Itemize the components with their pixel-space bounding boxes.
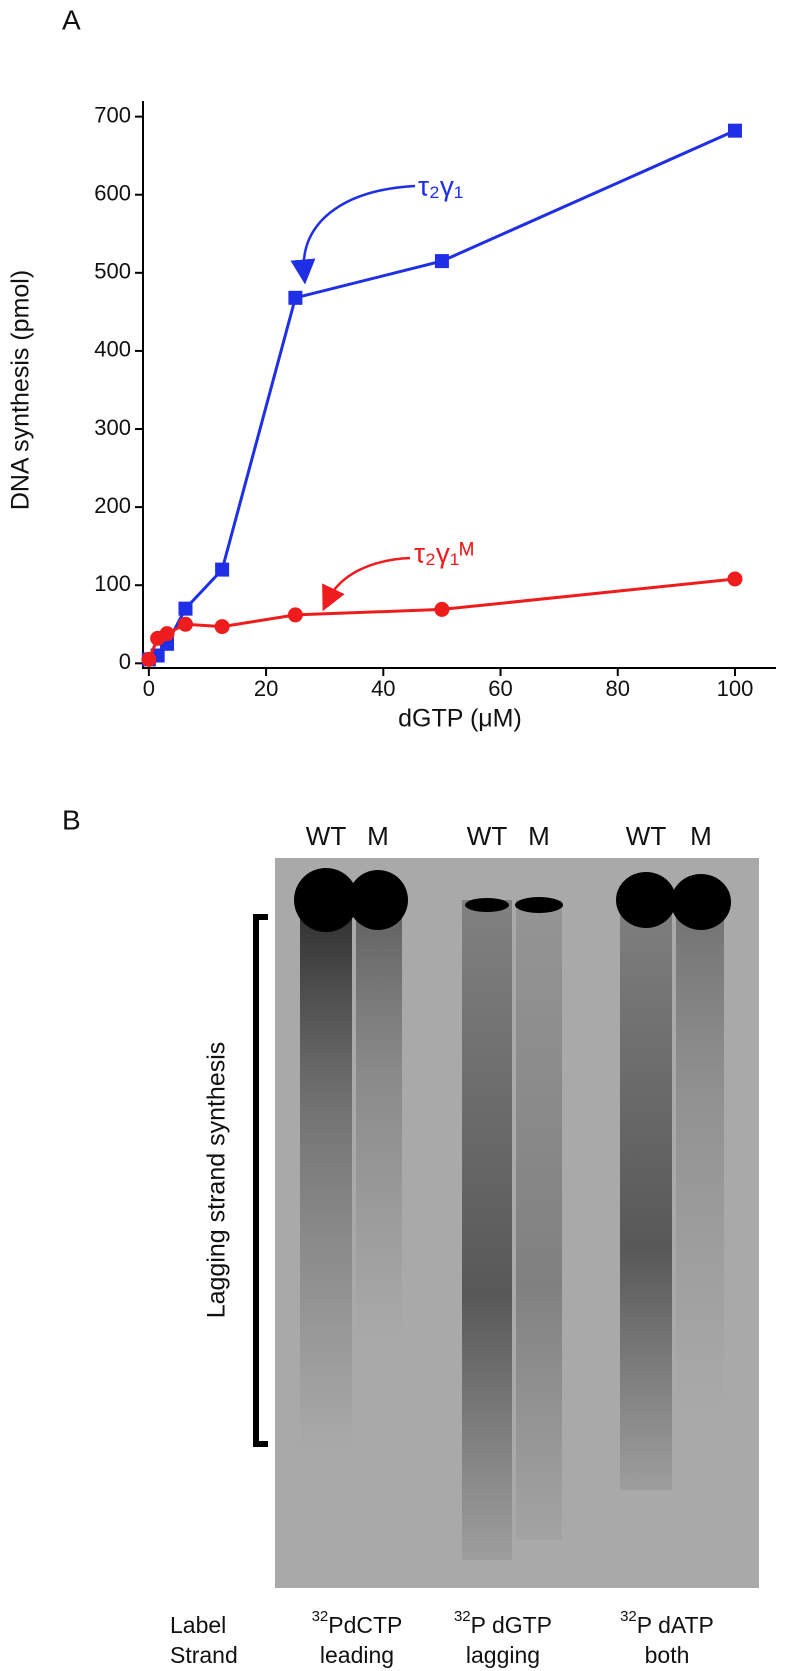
axis-line xyxy=(142,101,776,669)
y-tick-label: 400 xyxy=(94,337,131,362)
annotation-arrow xyxy=(322,556,411,612)
data-point xyxy=(727,123,742,138)
label-text: P dGTP xyxy=(471,1612,552,1638)
lane-label: M xyxy=(367,821,389,851)
label-text: P dATP xyxy=(637,1612,714,1638)
y-tick-label: 300 xyxy=(94,415,131,440)
data-point xyxy=(177,616,193,632)
gel-band xyxy=(294,868,358,932)
isotope: 32 xyxy=(312,1608,329,1625)
condition-label: 32PdCTP xyxy=(312,1608,403,1638)
data-point xyxy=(434,601,450,617)
line-chart: A DNA synthesis (pmol) dGTP (μM) τ₂γ₁ τ₂… xyxy=(7,4,776,733)
data-point xyxy=(159,626,175,642)
data-point xyxy=(141,651,157,667)
lane-smear xyxy=(462,900,512,1560)
lane-label: WT xyxy=(626,821,667,851)
lane-smear xyxy=(516,900,562,1540)
lane-label: WT xyxy=(467,821,508,851)
data-point xyxy=(434,254,449,269)
bracket xyxy=(253,914,268,1447)
panel-label: B xyxy=(62,804,81,835)
series-label: τ₂γ₁ xyxy=(418,170,463,201)
series-label: τ₂γ₁ᴹ xyxy=(414,537,474,568)
lane-label: M xyxy=(690,821,712,851)
lane-smear xyxy=(620,890,672,1490)
lane-smear xyxy=(300,890,352,1450)
annotation-arrow xyxy=(290,184,416,285)
series-line xyxy=(147,577,736,660)
y-tick-label: 0 xyxy=(119,649,131,674)
y-tick-label: 700 xyxy=(94,102,131,127)
gel-band xyxy=(348,870,408,930)
gel-band xyxy=(616,872,676,928)
gel-band xyxy=(515,897,563,913)
data-point xyxy=(287,607,303,623)
gel-panel: B Lagging strand synthesis Label Strand … xyxy=(62,804,759,1668)
data-point xyxy=(288,290,303,305)
x-tick-label: 80 xyxy=(606,676,630,701)
lane-smear xyxy=(356,890,402,1340)
x-tick-label: 40 xyxy=(371,676,395,701)
panel-label: A xyxy=(62,4,81,35)
strand-label: leading xyxy=(320,1642,394,1668)
strand-label: lagging xyxy=(466,1642,540,1668)
condition-label: 32P dATP xyxy=(620,1608,714,1638)
bracket-label: Lagging strand synthesis xyxy=(203,1042,231,1319)
condition-label: 32P dGTP xyxy=(454,1608,552,1638)
series-line xyxy=(148,129,736,661)
lane-label: M xyxy=(528,821,550,851)
y-tick-label: 200 xyxy=(94,493,131,518)
data-point xyxy=(178,601,193,616)
lane-smear xyxy=(676,890,724,1410)
isotope: 32 xyxy=(620,1608,637,1625)
lane-label: WT xyxy=(306,821,347,851)
x-tick-label: 60 xyxy=(488,676,512,701)
x-tick-label: 100 xyxy=(717,676,754,701)
isotope: 32 xyxy=(454,1608,471,1625)
y-tick-label: 600 xyxy=(94,181,131,206)
gel-band xyxy=(671,874,731,930)
y-tick-label: 500 xyxy=(94,259,131,284)
label-text: PdCTP xyxy=(328,1612,402,1638)
gel-band xyxy=(465,898,509,912)
data-point xyxy=(214,619,230,635)
x-tick-label: 20 xyxy=(254,676,278,701)
data-point xyxy=(727,571,743,587)
row-label: Strand xyxy=(170,1642,238,1668)
data-point xyxy=(215,562,230,577)
x-tick-label: 0 xyxy=(143,676,155,701)
strand-label: both xyxy=(645,1642,690,1668)
x-axis-label: dGTP (μM) xyxy=(398,705,522,733)
row-label: Label xyxy=(170,1612,226,1638)
y-tick-label: 100 xyxy=(94,571,131,596)
y-axis-label: DNA synthesis (pmol) xyxy=(7,270,35,510)
